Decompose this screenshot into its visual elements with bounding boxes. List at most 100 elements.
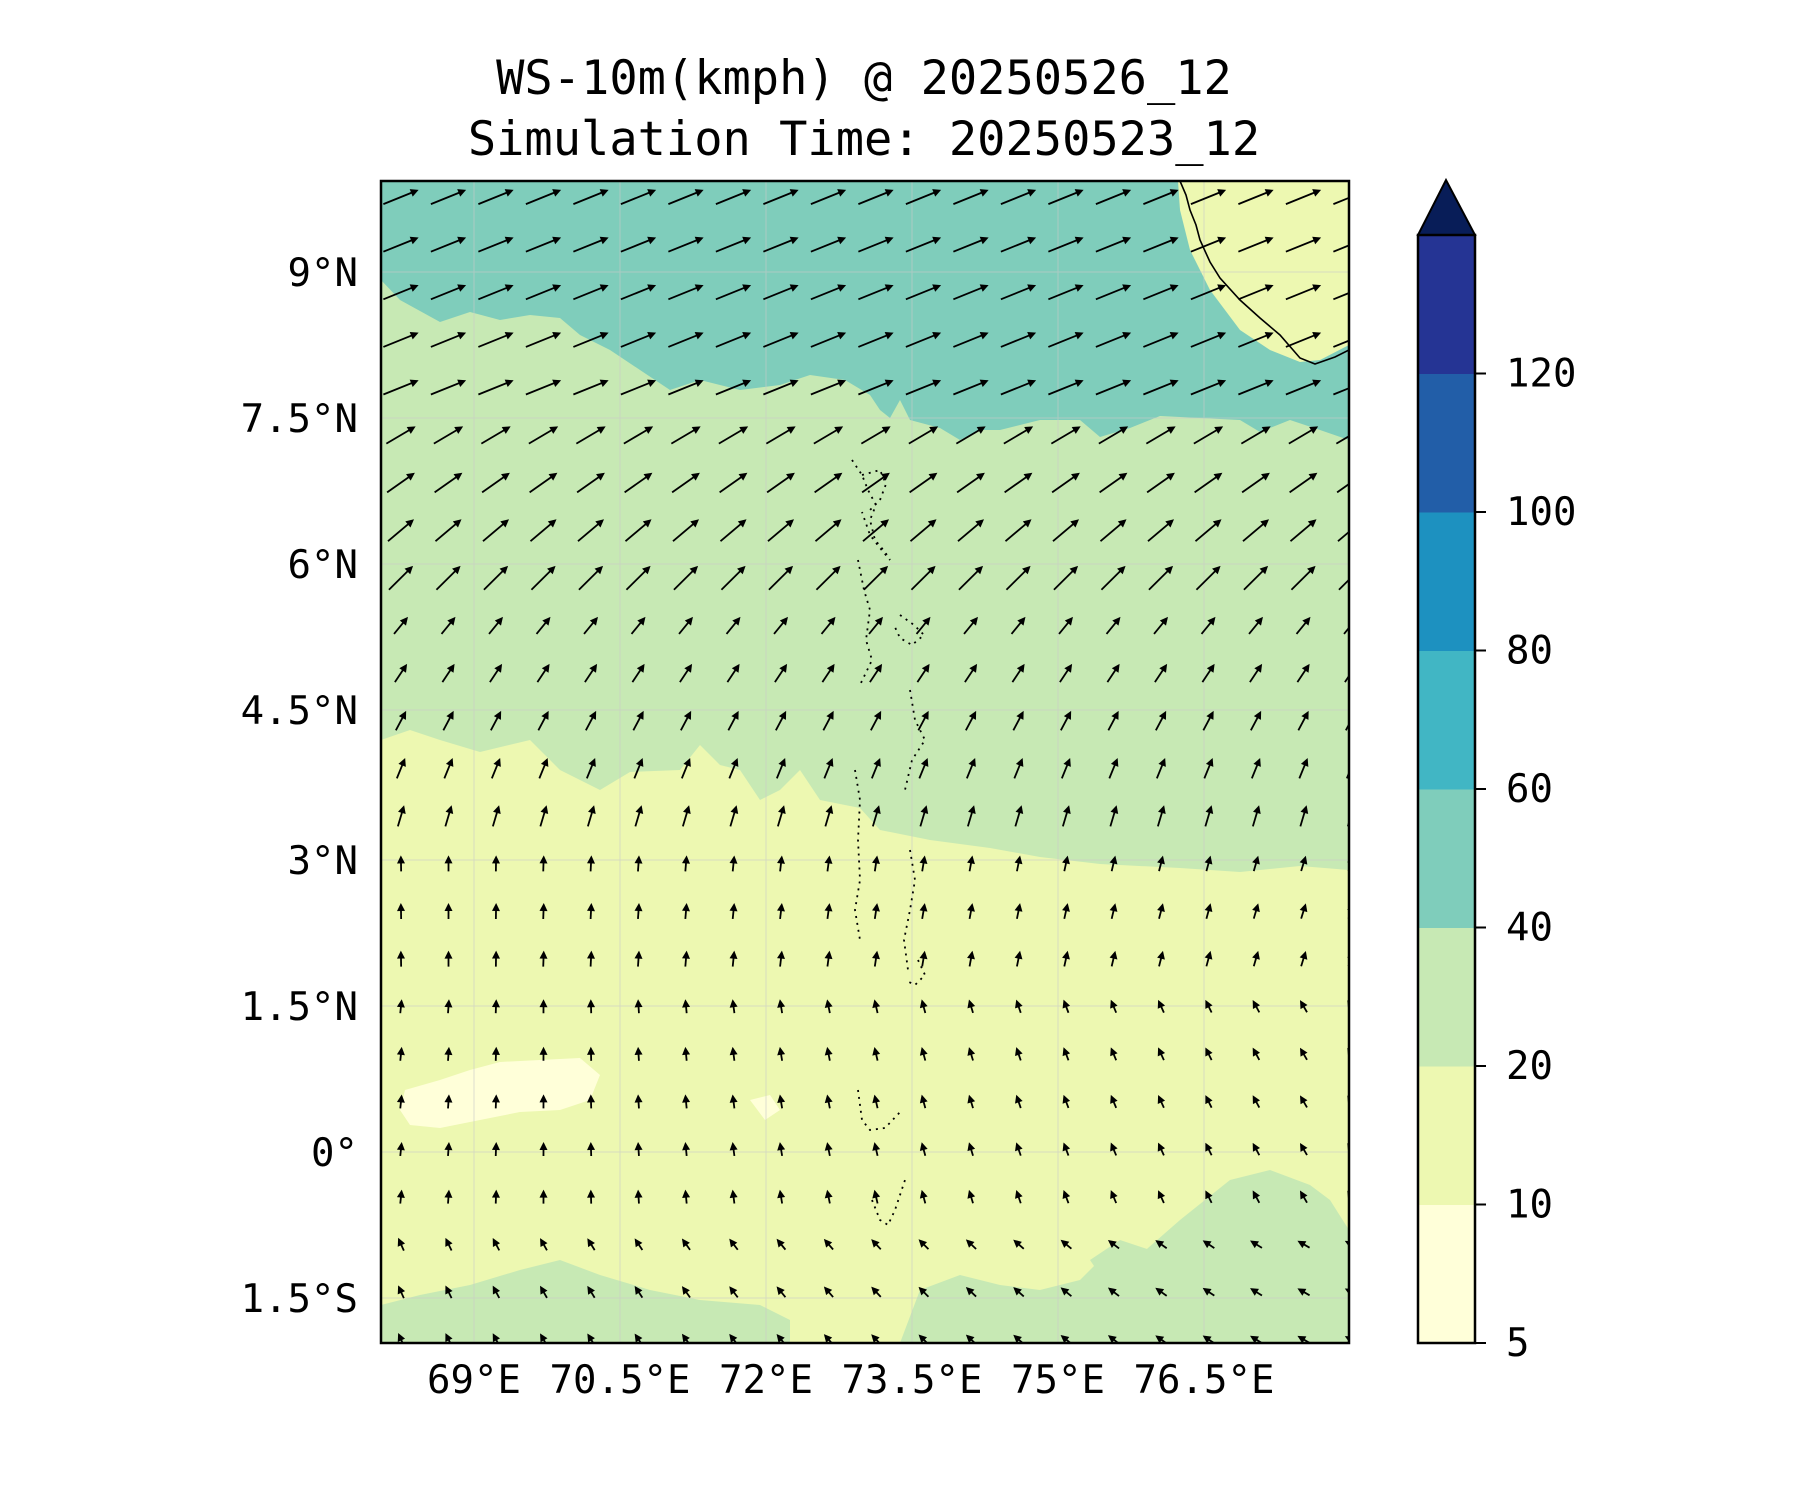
- wind-arrow: [1190, 189, 1227, 205]
- wind-arrow: [1107, 1239, 1120, 1250]
- wind-arrow: [872, 950, 880, 967]
- speed-patch-calm-2: [750, 1095, 780, 1120]
- wind-arrow: [682, 1046, 691, 1061]
- wind-arrow: [1157, 950, 1165, 967]
- wind-arrow: [396, 1046, 405, 1061]
- wind-arrow: [1107, 1287, 1120, 1297]
- wind-arrow: [813, 426, 844, 445]
- wind-arrow: [1109, 950, 1118, 967]
- wind-arrow: [668, 189, 704, 205]
- wind-arrow: [1062, 1142, 1071, 1156]
- wind-arrow: [1336, 482, 1349, 494]
- wind-arrow: [625, 565, 651, 591]
- wind-arrow: [670, 426, 701, 445]
- wind-arrow: [435, 565, 461, 591]
- wind-arrow: [824, 1094, 833, 1109]
- wind-arrow: [1238, 379, 1274, 396]
- wind-arrow: [1338, 578, 1349, 591]
- wind-arrow: [905, 331, 942, 348]
- wind-arrow: [810, 189, 847, 205]
- wind-arrow: [916, 663, 930, 683]
- wind-arrow: [583, 616, 598, 635]
- wind-arrow: [1299, 855, 1308, 872]
- colorbar-band: [1418, 927, 1475, 1067]
- wind-arrow: [1238, 189, 1274, 205]
- wind-arrow: [1105, 616, 1121, 635]
- wind-arrow: [386, 472, 415, 494]
- wind-arrow: [576, 472, 605, 494]
- wind-arrow: [430, 284, 467, 301]
- wind-arrow: [1157, 1047, 1166, 1061]
- wind-arrow: [1143, 331, 1179, 348]
- wind-arrow: [1095, 331, 1132, 348]
- wind-arrow: [1110, 1094, 1118, 1109]
- wind-arrow: [1015, 1047, 1023, 1061]
- wind-arrow: [673, 565, 699, 591]
- wind-arrow: [1098, 426, 1129, 445]
- wind-arrow: [1004, 519, 1032, 542]
- wind-arrow: [967, 950, 975, 967]
- wind-arrow: [1015, 1094, 1023, 1109]
- wind-arrow: [682, 950, 690, 967]
- lon-tick-label: 70.5°E: [550, 1358, 691, 1403]
- wind-arrow: [1193, 426, 1224, 445]
- wind-arrow: [1252, 805, 1261, 827]
- wind-arrow: [1062, 1094, 1071, 1109]
- wind-arrow: [587, 1333, 595, 1343]
- colorbar-band: [1418, 373, 1475, 513]
- wind-arrow: [1250, 710, 1262, 731]
- wind-arrow: [1050, 426, 1081, 445]
- wind-arrow: [1143, 189, 1179, 205]
- wind-arrow: [872, 1094, 881, 1109]
- colorbar-tick-label: 120: [1506, 352, 1576, 397]
- wind-arrow: [1297, 710, 1309, 731]
- wind-arrow: [1250, 1288, 1263, 1297]
- wind-arrow: [433, 426, 464, 445]
- wind-arrow: [682, 999, 691, 1014]
- wind-arrow: [1146, 472, 1175, 494]
- wind-arrow: [858, 379, 894, 396]
- map-frame: [379, 179, 1351, 1345]
- wind-arrow: [824, 855, 833, 872]
- wind-arrow: [861, 472, 890, 494]
- wind-arrow: [1299, 805, 1309, 827]
- wind-arrow: [729, 950, 738, 967]
- colorbar-tick-label: 20: [1506, 1044, 1553, 1089]
- wind-arrow: [444, 1094, 453, 1109]
- wind-arrow: [491, 999, 500, 1014]
- wind-arrow: [1249, 663, 1263, 683]
- wind-arrow: [1241, 472, 1270, 494]
- wind-arrow: [1252, 855, 1260, 872]
- wind-arrow: [1252, 1142, 1261, 1156]
- wind-arrow: [965, 1287, 977, 1298]
- wind-arrow: [729, 855, 738, 872]
- wind-arrow: [919, 1094, 928, 1109]
- wind-arrow: [1202, 1240, 1215, 1249]
- wind-arrow: [1061, 758, 1071, 779]
- wind-arrow: [1204, 855, 1213, 872]
- wind-arrow: [1285, 189, 1322, 205]
- wind-arrow: [1298, 758, 1309, 779]
- wind-arrow: [1333, 339, 1349, 348]
- wind-arrow: [763, 331, 799, 348]
- wind-arrow: [444, 805, 454, 827]
- wind-arrow: [1299, 1047, 1308, 1061]
- wind-arrow: [1145, 426, 1176, 445]
- wind-arrow: [1333, 292, 1349, 301]
- maldives-atolls: [851, 459, 927, 1227]
- wind-arrow: [1156, 758, 1166, 779]
- lat-tick-label: 1.5°S: [241, 1277, 358, 1322]
- wind-arrow: [397, 1285, 406, 1299]
- wind-arrow: [1062, 1047, 1071, 1061]
- wind-arrow: [1051, 472, 1080, 494]
- lon-tick-label: 73.5°E: [842, 1358, 983, 1403]
- wind-arrow: [678, 616, 693, 635]
- wind-arrow: [1148, 565, 1174, 591]
- wind-arrow: [587, 1238, 596, 1251]
- wind-arrow: [573, 379, 609, 396]
- wind-arrow: [777, 999, 786, 1014]
- colorbar-tick-label: 5: [1506, 1321, 1529, 1366]
- wind-arrow: [1110, 1190, 1118, 1204]
- wind-arrow: [1157, 1095, 1166, 1109]
- wind-arrow: [729, 1189, 738, 1204]
